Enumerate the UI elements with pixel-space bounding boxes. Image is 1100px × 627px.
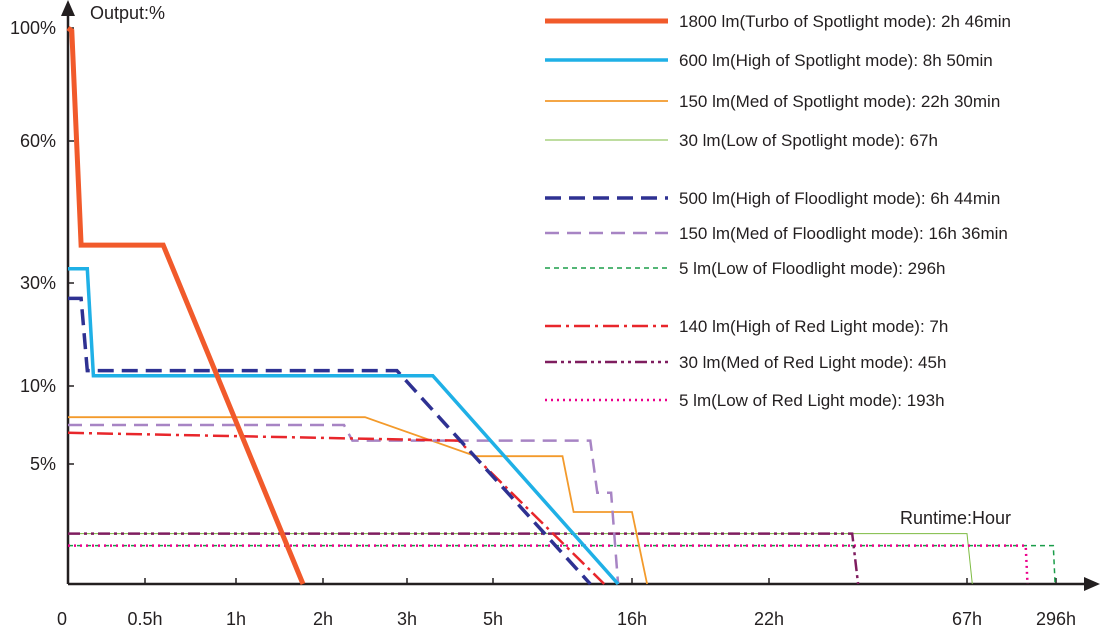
- x-tick-label: 67h: [952, 609, 982, 627]
- y-axis-arrow-icon: [61, 0, 75, 16]
- series-line-5: [68, 296, 592, 586]
- series-line-1: [66, 25, 306, 585]
- legend: 1800 lm(Turbo of Spotlight mode): 2h 46m…: [545, 12, 1011, 410]
- x-tick-label: 2h: [313, 609, 333, 627]
- legend-label: 500 lm(High of Floodlight mode): 6h 44mi…: [679, 189, 1000, 208]
- y-tick-label: 5%: [30, 454, 56, 474]
- series-line-4: [68, 533, 973, 585]
- y-axis-title: Output:%: [90, 3, 165, 23]
- legend-label: 1800 lm(Turbo of Spotlight mode): 2h 46m…: [679, 12, 1011, 31]
- x-tick-label: 16h: [617, 609, 647, 627]
- series-line-10: [68, 544, 1029, 585]
- series-line-6: [68, 423, 620, 585]
- x-axis-arrow-icon: [1084, 577, 1100, 591]
- legend-label: 5 lm(Low of Red Light mode): 193h: [679, 391, 945, 410]
- legend-label: 600 lm(High of Spotlight mode): 8h 50min: [679, 51, 993, 70]
- y-tick-label: 30%: [20, 273, 56, 293]
- x-axis-title: Runtime:Hour: [900, 508, 1011, 528]
- legend-label: 30 lm(Low of Spotlight mode): 67h: [679, 131, 938, 150]
- series-layer: [66, 25, 1056, 586]
- series-line-3: [68, 416, 648, 585]
- series-line-9: [68, 532, 860, 585]
- x-tick-label: 5h: [483, 609, 503, 627]
- x-tick-label: 1h: [226, 609, 246, 627]
- x-tick-label: 22h: [754, 609, 784, 627]
- legend-label: 30 lm(Med of Red Light mode): 45h: [679, 353, 946, 372]
- y-tick-label: 100%: [10, 18, 56, 38]
- legend-label: 5 lm(Low of Floodlight mode): 296h: [679, 259, 945, 278]
- x-tick-label: 3h: [397, 609, 417, 627]
- legend-label: 140 lm(High of Red Light mode): 7h: [679, 317, 948, 336]
- x-tick-label: 296h: [1036, 609, 1076, 627]
- y-tick-label: 10%: [20, 376, 56, 396]
- series-line-2: [68, 267, 620, 586]
- series-line-7: [68, 544, 1056, 585]
- axes: 0 0.5h 1h 2h 3h 5h 16h 22h 67h 296h 5% 10% 30% 60% 100…: [10, 0, 1100, 627]
- y-tick-label: 60%: [20, 131, 56, 151]
- x-tick-label: 0.5h: [127, 609, 162, 627]
- legend-label: 150 lm(Med of Spotlight mode): 22h 30min: [679, 92, 1000, 111]
- legend-label: 150 lm(Med of Floodlight mode): 16h 36mi…: [679, 224, 1008, 243]
- x-tick-label: 0: [57, 609, 67, 627]
